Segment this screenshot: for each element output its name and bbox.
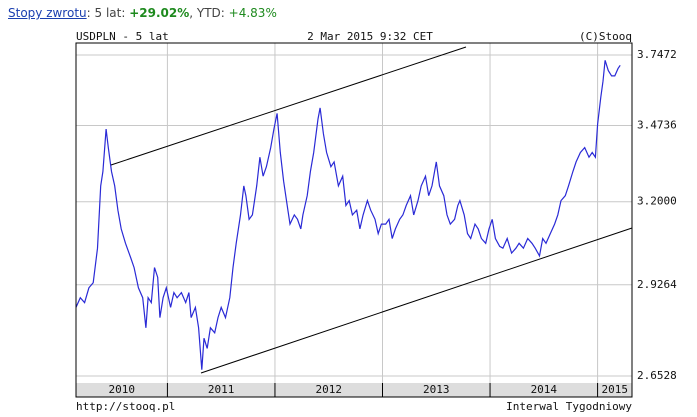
chart-title: USDPLN - 5 lat: [76, 30, 169, 43]
trend-line-upper: [110, 46, 467, 166]
y-tick-label: 3.2000: [637, 195, 677, 208]
x-tick-label: 2012: [315, 383, 342, 396]
footer-right: Interwal Tygodniowy: [506, 400, 632, 413]
header: Stopy zwrotu: 5 lat: +29.02%, YTD: +4.83…: [8, 6, 277, 20]
plot-frame: [75, 42, 633, 398]
plot: [75, 60, 621, 370]
x-tick-label: 2015: [602, 383, 629, 396]
x-tick-label: 2010: [108, 383, 135, 396]
period-return: +29.02%: [129, 6, 190, 20]
x-tick-label: 2014: [531, 383, 558, 396]
grid: [76, 43, 632, 383]
x-axis-band: [76, 383, 632, 397]
footer-left: http://stooq.pl: [76, 400, 175, 413]
x-tick-label: 2011: [208, 383, 235, 396]
returns-link[interactable]: Stopy zwrotu: [8, 6, 87, 20]
price-line: [75, 60, 621, 370]
y-tick-label: 2.6528: [637, 369, 677, 382]
credit: (C)Stooq: [579, 30, 632, 43]
period-label: : 5 lat:: [86, 6, 126, 20]
y-tick-label: 2.9264: [637, 278, 677, 291]
trend-line-lower: [200, 227, 633, 374]
chart-date: 2 Mar 2015 9:32 CET: [307, 30, 433, 43]
ytd-return: +4.83%: [228, 6, 277, 20]
x-tick-label: 2013: [423, 383, 450, 396]
ytd-label: , YTD:: [189, 6, 225, 20]
y-tick-label: 3.4736: [637, 118, 677, 131]
y-tick-label: 3.7472: [637, 48, 677, 61]
